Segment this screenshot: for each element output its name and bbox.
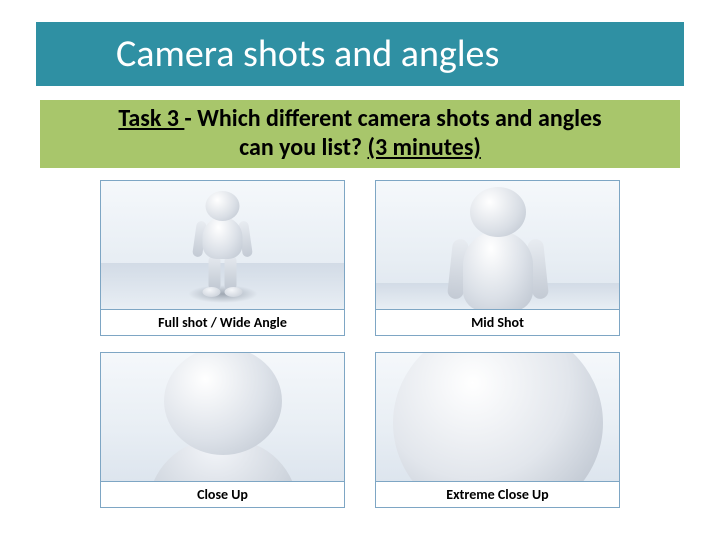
shot-image-full — [100, 180, 345, 310]
shot-label-mid: Mid Shot — [375, 310, 620, 336]
shot-image-xclose — [375, 352, 620, 482]
shot-image-mid — [375, 180, 620, 310]
shot-cell-full: Full shot / Wide Angle — [100, 180, 345, 336]
task-line-1: Task 3 - Which different camera shots an… — [118, 105, 601, 134]
page-title: Camera shots and angles — [116, 31, 499, 77]
shot-label-full: Full shot / Wide Angle — [100, 310, 345, 336]
shot-image-close — [100, 352, 345, 482]
title-bar: Camera shots and angles — [36, 22, 684, 86]
shot-grid: Full shot / Wide Angle Mid Shot Close Up — [90, 180, 630, 508]
task-bar: Task 3 - Which different camera shots an… — [40, 100, 680, 168]
shot-cell-xclose: Extreme Close Up — [375, 352, 620, 508]
shot-cell-mid: Mid Shot — [375, 180, 620, 336]
shot-label-close: Close Up — [100, 482, 345, 508]
shot-cell-close: Close Up — [100, 352, 345, 508]
task-line2a: can you list? — [239, 133, 367, 162]
task-line-2: can you list? (3 minutes) — [239, 134, 481, 163]
shot-label-xclose: Extreme Close Up — [375, 482, 620, 508]
task-rest-1: - Which different camera shots and angle… — [184, 104, 601, 133]
task-label: Task 3 — [118, 104, 184, 133]
task-time: (3 minutes) — [367, 133, 480, 162]
